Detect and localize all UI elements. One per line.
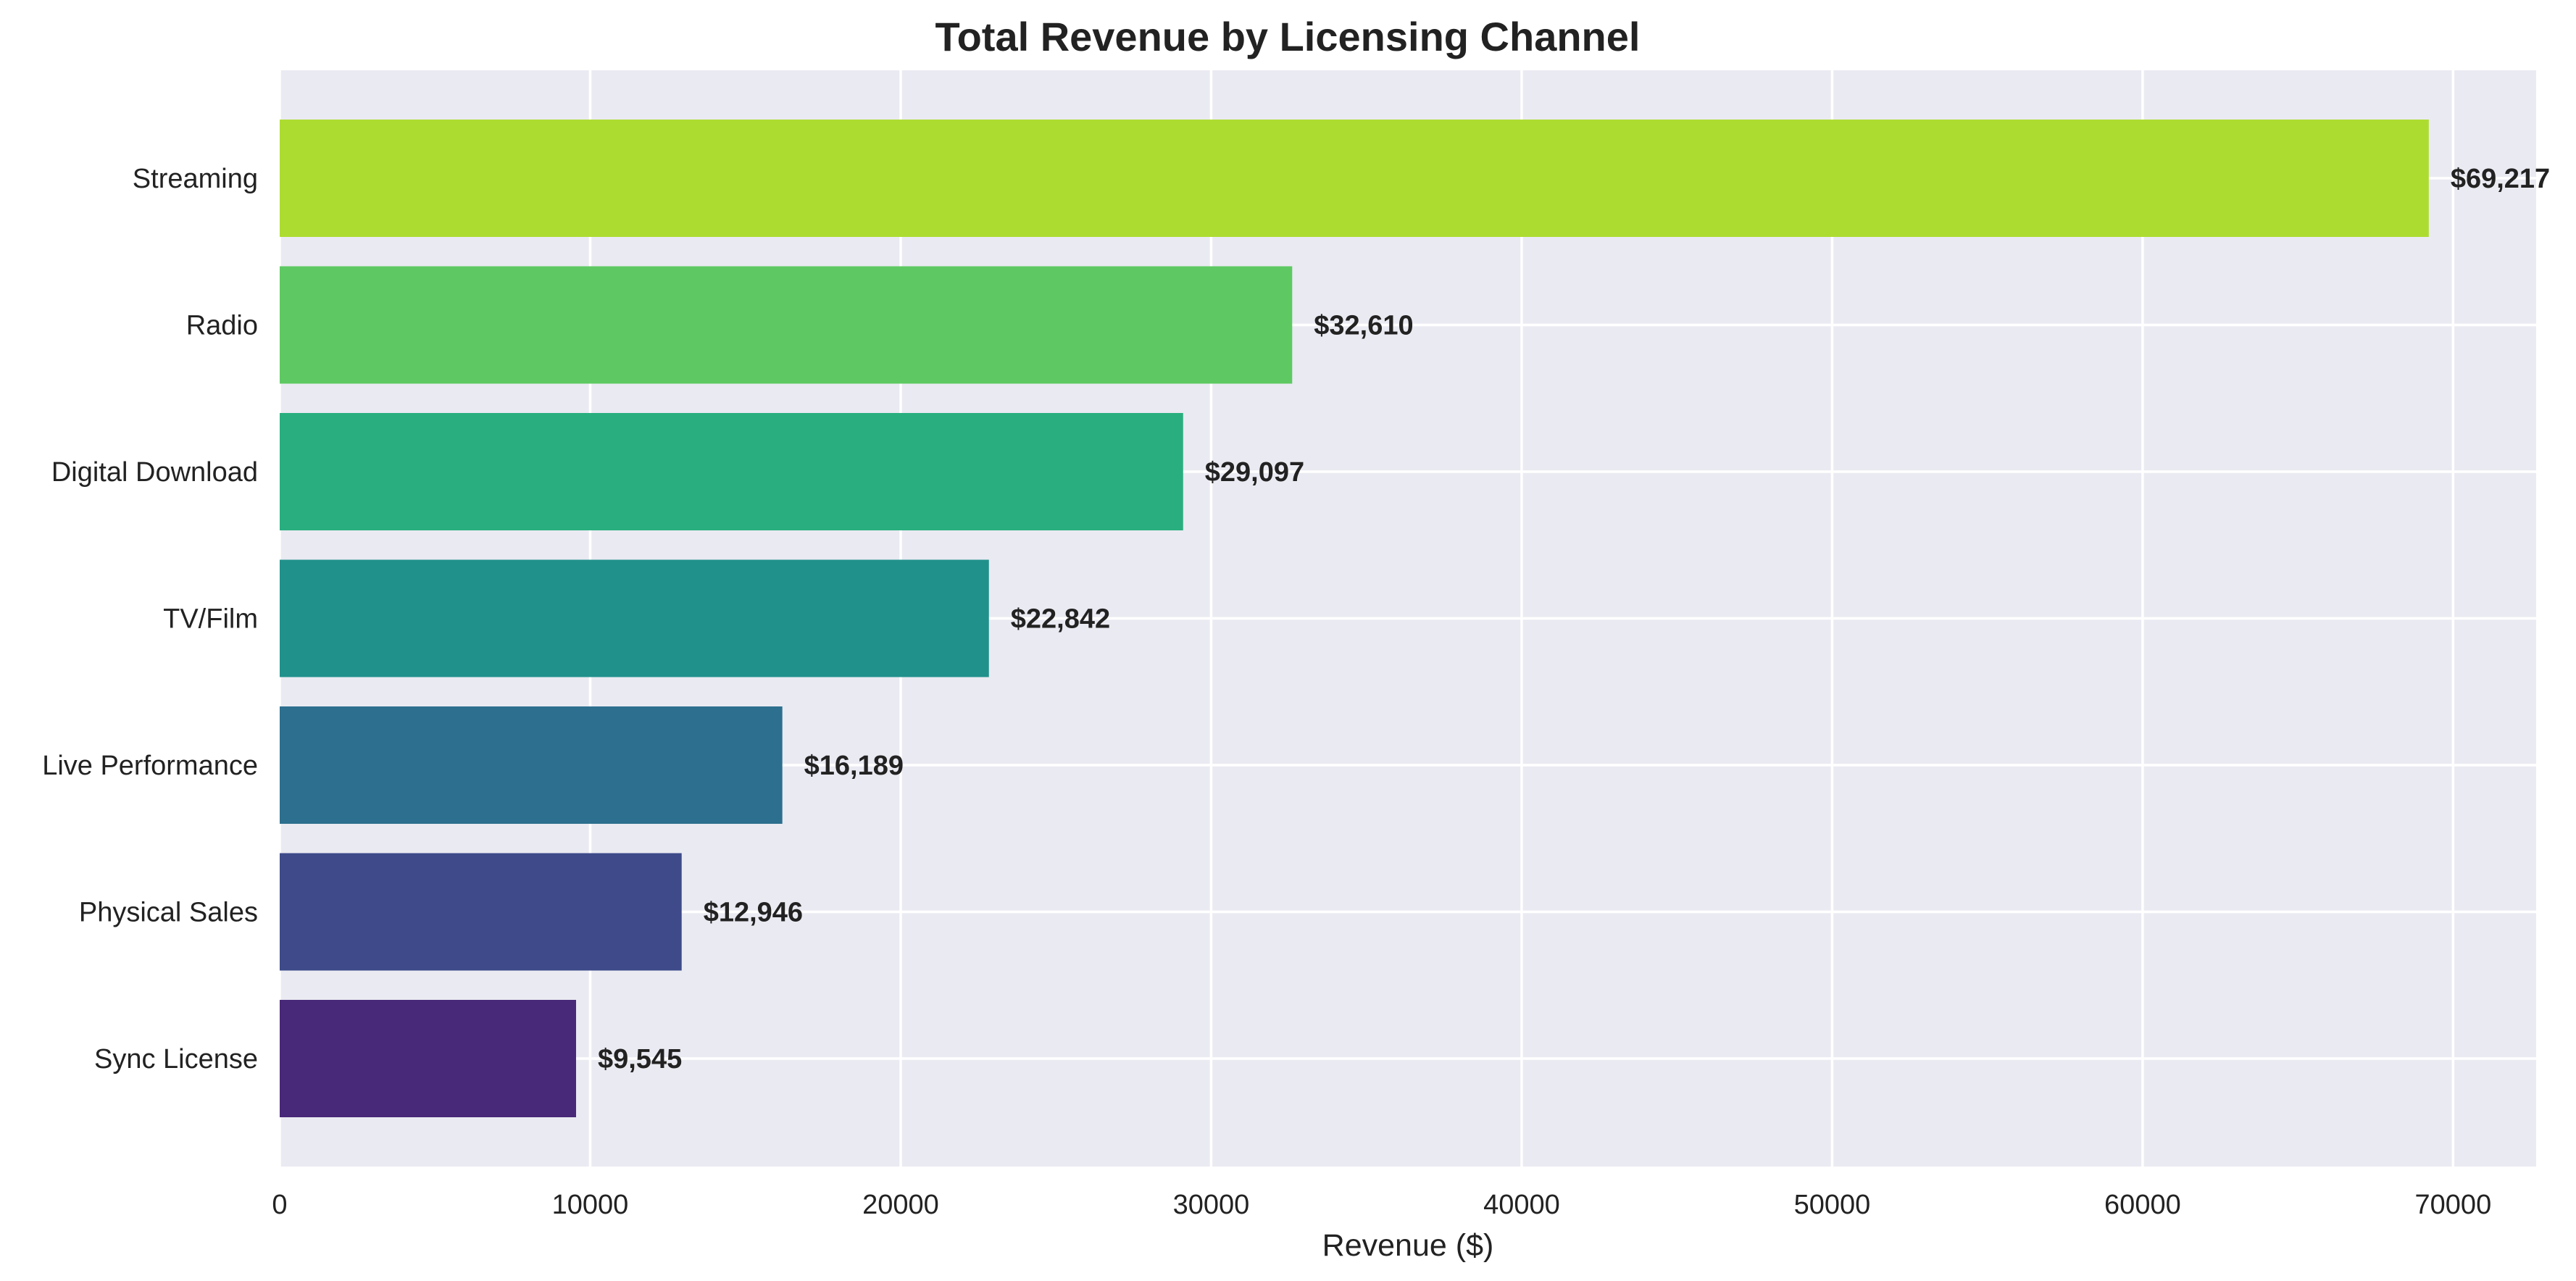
x-tick-label: 20000 bbox=[862, 1190, 939, 1220]
x-tick-label: 50000 bbox=[1794, 1190, 1871, 1220]
x-tick-label: 30000 bbox=[1173, 1190, 1250, 1220]
y-tick-label: Live Performance bbox=[42, 751, 258, 781]
data-labels: $9,545 $12,946 $16,189 $22,842 $29,097 $32,61… bbox=[598, 164, 2550, 1075]
bar-value-label: $32,610 bbox=[1314, 311, 1413, 341]
bars bbox=[280, 120, 2429, 1117]
bar bbox=[280, 266, 1293, 384]
bar-value-label: $29,097 bbox=[1205, 457, 1304, 488]
bar bbox=[280, 559, 989, 677]
x-axis-label: Revenue ($) bbox=[1322, 1228, 1494, 1263]
bar-value-label: $9,545 bbox=[598, 1044, 682, 1075]
y-axis-ticks: Sync License Physical Sales Live Performan… bbox=[42, 164, 258, 1075]
x-tick-label: 40000 bbox=[1483, 1190, 1560, 1220]
y-tick-label: Streaming bbox=[133, 164, 258, 194]
bar bbox=[280, 853, 682, 971]
x-tick-label: 70000 bbox=[2415, 1190, 2492, 1220]
bar-value-label: $16,189 bbox=[804, 751, 904, 781]
x-axis-ticks: 0 10000 20000 30000 40000 50000 60000 70000 bbox=[272, 1190, 2491, 1220]
bar-value-label: $22,842 bbox=[1011, 604, 1110, 635]
x-tick-label: 60000 bbox=[2104, 1190, 2181, 1220]
y-tick-label: Sync License bbox=[94, 1044, 258, 1075]
bar-value-label: $69,217 bbox=[2451, 164, 2550, 194]
bar bbox=[280, 120, 2429, 237]
bar-value-label: $12,946 bbox=[704, 898, 803, 928]
y-tick-label: Radio bbox=[186, 311, 258, 341]
bar bbox=[280, 706, 783, 824]
y-tick-label: Physical Sales bbox=[79, 898, 258, 928]
y-tick-label: TV/Film bbox=[163, 604, 258, 635]
y-tick-label: Digital Download bbox=[51, 457, 258, 488]
bar bbox=[280, 1000, 576, 1117]
chart-title: Total Revenue by Licensing Channel bbox=[935, 14, 1641, 59]
x-tick-label: 0 bbox=[272, 1190, 287, 1220]
x-tick-label: 10000 bbox=[552, 1190, 629, 1220]
bar bbox=[280, 413, 1183, 530]
